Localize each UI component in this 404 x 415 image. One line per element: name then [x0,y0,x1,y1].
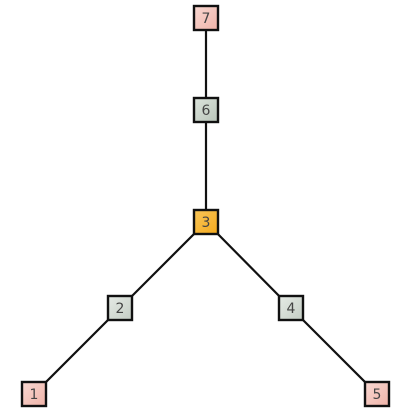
node-box-3 [192,208,220,236]
node-box-5 [363,380,391,408]
edge-n4-n5 [289,306,379,396]
node-4: 4 [277,294,305,322]
node-5: 5 [363,380,391,408]
node-label-2: 2 [116,301,125,317]
node-1: 1 [20,380,48,408]
node-label-3: 3 [202,215,211,231]
edge-n2-n1 [32,306,122,396]
node-label-5: 5 [373,387,382,403]
node-box-7 [192,4,220,32]
node-6: 6 [192,96,220,124]
node-box-1 [20,380,48,408]
node-box-4 [277,294,305,322]
node-label-7: 7 [202,11,211,27]
edge-n3-n4 [204,220,293,310]
node-box-2 [106,294,134,322]
node-7: 7 [192,4,220,32]
node-3: 3 [192,208,220,236]
node-2: 2 [106,294,134,322]
node-label-4: 4 [287,301,296,317]
edges-layer [32,16,379,396]
node-label-6: 6 [202,103,211,119]
nodes-layer: 1 2 3 4 5 6 7 [20,4,391,408]
node-label-1: 1 [30,387,39,403]
node-box-6 [192,96,220,124]
edge-n3-n2 [118,220,208,310]
